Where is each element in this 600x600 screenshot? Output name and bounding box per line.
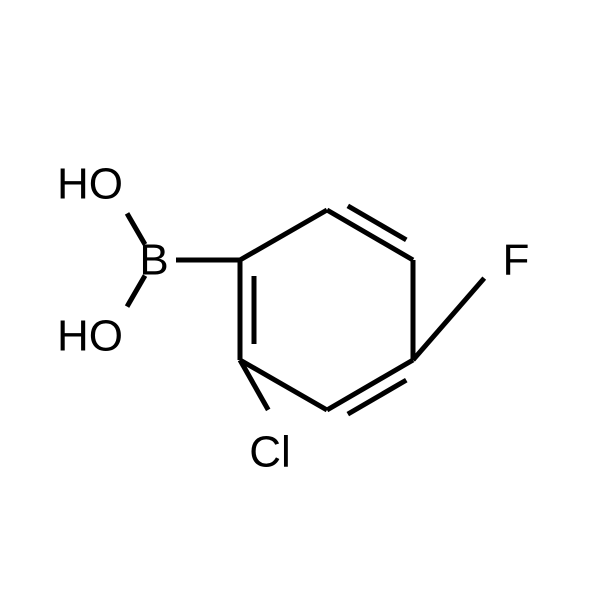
molecule-diagram: B HO HO Cl F — [0, 0, 600, 600]
atom-label-cl: Cl — [249, 428, 291, 477]
atom-label-f: F — [503, 236, 530, 285]
atom-label-o2: HO — [57, 312, 123, 361]
atom-label-b: B — [139, 236, 168, 285]
canvas-background — [0, 0, 600, 600]
atom-label-o1: HO — [57, 160, 123, 209]
